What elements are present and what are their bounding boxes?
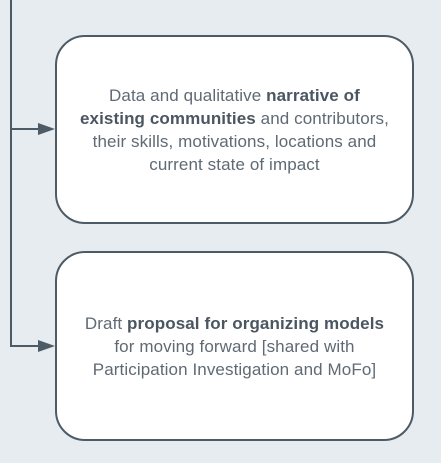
proposal-text-bold: proposal for organizing models xyxy=(127,313,385,333)
arrowhead-to-box-1 xyxy=(38,123,55,135)
narrative-text-2: and contributors, their skills, motivati… xyxy=(92,108,389,174)
narrative-text-bold: narrative of existing communities xyxy=(80,85,360,128)
proposal-box: Draft proposal for organizing models for… xyxy=(55,251,414,441)
narrative-text-1: Data and qualitative xyxy=(109,85,267,105)
narrative-box: Data and qualitative narrative of existi… xyxy=(55,35,414,224)
proposal-text-1: Draft xyxy=(84,313,128,333)
arrowhead-to-box-2 xyxy=(38,340,55,352)
proposal-box-text: Draft proposal for organizing models for… xyxy=(79,312,390,381)
proposal-text-2: for moving forward [shared with Particip… xyxy=(92,336,377,379)
narrative-box-text: Data and qualitative narrative of existi… xyxy=(79,84,390,176)
